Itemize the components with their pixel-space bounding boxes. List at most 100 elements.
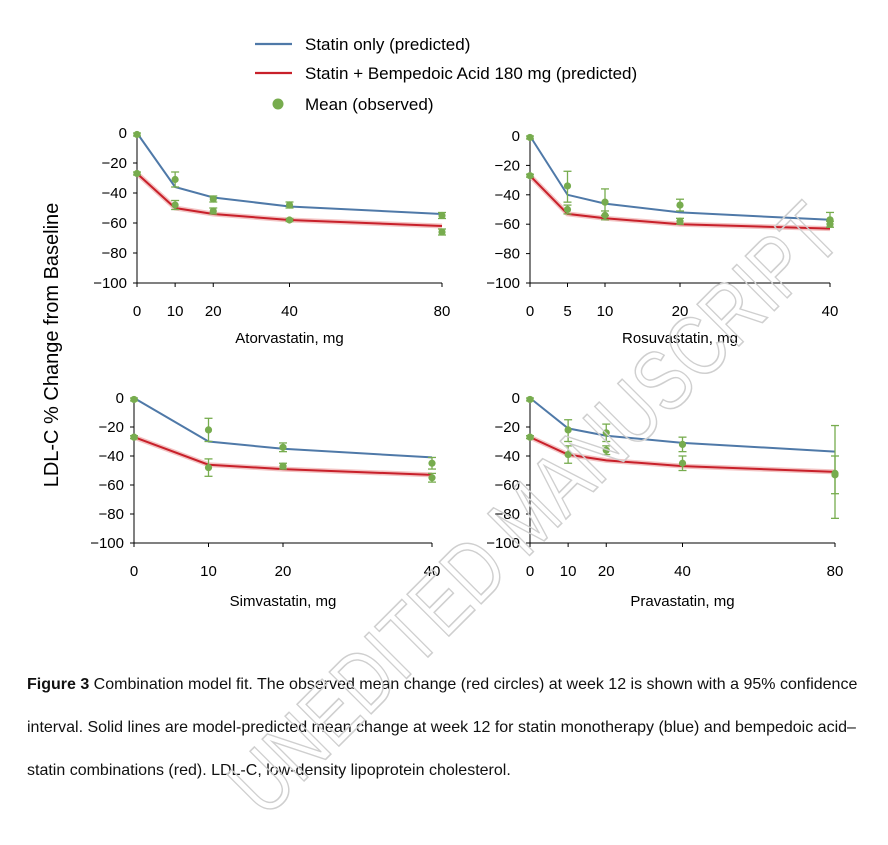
observed-mean-point	[526, 133, 534, 142]
y-tick-label: −40	[102, 185, 127, 202]
x-axis-label: Pravastatin, mg	[630, 593, 734, 610]
x-tick-label: 40	[822, 303, 839, 320]
figure-caption: Figure 3 Combination model fit. The obse…	[27, 663, 867, 792]
observed-mean-point	[602, 429, 610, 437]
x-tick-label: 0	[526, 563, 534, 580]
observed-mean-point	[133, 130, 141, 139]
observed-mean-point	[285, 201, 294, 209]
y-tick-label: −20	[495, 419, 520, 436]
observed-mean-point	[831, 471, 839, 479]
y-tick-label: 0	[116, 390, 124, 407]
y-tick-label: 0	[512, 128, 520, 145]
x-tick-label: 0	[133, 303, 141, 320]
observed-mean-point	[601, 211, 609, 219]
legend: Statin only (predicted) Statin + Bempedoi…	[255, 35, 637, 114]
x-tick-label: 10	[560, 563, 577, 580]
observed-mean-point	[428, 459, 436, 467]
y-tick-label: 0	[119, 125, 127, 142]
x-tick-label: 80	[434, 303, 451, 320]
observed-mean-point	[279, 443, 287, 451]
observed-mean-point	[826, 220, 834, 228]
x-tick-label: 40	[674, 563, 691, 580]
series-line-combination	[133, 436, 433, 476]
observed-mean-point	[209, 195, 217, 203]
observed-mean-point	[676, 201, 684, 209]
x-tick-label: 40	[281, 303, 298, 320]
chart-panel: 0 −20 −40 −60 −80 −100 0 10 20 40 80 Pravastatin, m…	[486, 390, 843, 610]
legend-label: Statin only (predicted)	[305, 35, 470, 54]
x-tick-label: 20	[672, 303, 689, 320]
y-tick-label: −100	[486, 535, 520, 552]
observed-mean-point	[130, 433, 138, 441]
x-tick-label: 20	[205, 303, 222, 320]
observed-mean-point	[438, 228, 446, 236]
y-tick-label: −80	[495, 246, 520, 263]
legend-item: Mean (observed)	[272, 95, 434, 114]
y-tick-label: 0	[512, 390, 520, 407]
y-tick-label: −20	[495, 157, 520, 174]
observed-mean-point	[564, 450, 572, 459]
y-tick-label: −100	[486, 275, 520, 292]
chart-panel: 0 −20 −40 −60 −80 −100 0 10 20 40 Simvastatin, mg	[90, 390, 440, 610]
x-tick-label: 10	[167, 303, 184, 320]
observed-mean-point	[564, 426, 572, 434]
series-line-statin-only	[133, 397, 433, 459]
x-tick-label: 10	[200, 563, 217, 580]
observed-mean-point	[563, 205, 572, 214]
observed-mean-point	[279, 462, 287, 470]
x-tick-label: 80	[827, 563, 844, 580]
observed-mean-point	[526, 433, 534, 441]
x-axis-label: Simvastatin, mg	[230, 593, 337, 610]
y-tick-label: −20	[102, 155, 127, 172]
chart-panels: 0 −20 −40 −60 −80 −100 0 10 20 40 80 Atorvastatin, …	[90, 125, 843, 610]
x-tick-label: 0	[130, 563, 138, 580]
legend-dot-swatch	[272, 98, 284, 110]
x-tick-label: 20	[598, 563, 615, 580]
y-tick-label: −40	[495, 448, 520, 465]
observed-mean-point	[171, 201, 179, 209]
y-tick-label: −80	[495, 506, 520, 523]
x-tick-label: 0	[526, 303, 534, 320]
series-line-combination	[529, 436, 836, 473]
x-axis-label: Rosuvastatin, mg	[622, 330, 738, 347]
legend-item: Statin + Bempedoic Acid 180 mg (predicte…	[255, 64, 637, 83]
y-tick-label: −40	[99, 448, 124, 465]
caption-text: Combination model fit. The observed mean…	[27, 676, 858, 779]
observed-mean-point	[676, 217, 684, 225]
legend-label: Mean (observed)	[305, 95, 434, 114]
observed-mean-point	[204, 426, 213, 434]
y-tick-label: −20	[99, 419, 124, 436]
observed-mean-point	[171, 175, 179, 184]
observed-mean-point	[678, 440, 687, 448]
observed-mean-point	[130, 395, 138, 404]
y-tick-label: −60	[102, 215, 127, 232]
observed-mean-point	[209, 207, 217, 215]
observed-mean-point	[428, 474, 436, 482]
y-tick-label: −60	[495, 477, 520, 494]
x-tick-label: 20	[275, 563, 292, 580]
observed-mean-point	[133, 169, 141, 178]
observed-mean-point	[678, 459, 687, 467]
x-tick-label: 10	[597, 303, 614, 320]
y-tick-label: −80	[102, 245, 127, 262]
y-tick-label: −100	[93, 275, 127, 292]
observed-mean-point	[438, 211, 446, 220]
x-tick-label: 40	[424, 563, 441, 580]
figure-panel: Statin only (predicted) Statin + Bempedoi…	[41, 35, 843, 610]
y-tick-label: −60	[99, 477, 124, 494]
y-tick-label: −60	[495, 216, 520, 233]
observed-mean-point	[563, 182, 572, 190]
y-axis-label: LDL-C % Change from Baseline	[41, 203, 63, 488]
y-tick-label: −80	[99, 506, 124, 523]
x-axis-label: Atorvastatin, mg	[235, 330, 343, 347]
legend-label: Statin + Bempedoic Acid 180 mg (predicte…	[305, 64, 637, 83]
observed-mean-point	[204, 464, 213, 472]
observed-mean-point	[526, 395, 534, 404]
chart-panel: 0 −20 −40 −60 −80 −100 0 10 20 40 80 Atorvastatin, …	[93, 125, 450, 347]
y-tick-label: −100	[90, 535, 124, 552]
chart-panel: 0 −20 −40 −60 −80 −100 0 5 10 20 40 Rosuvastatin, m…	[486, 128, 838, 347]
observed-mean-point	[526, 172, 534, 180]
observed-mean-point	[285, 216, 294, 224]
x-tick-label: 5	[563, 303, 571, 320]
observed-mean-point	[601, 198, 609, 206]
